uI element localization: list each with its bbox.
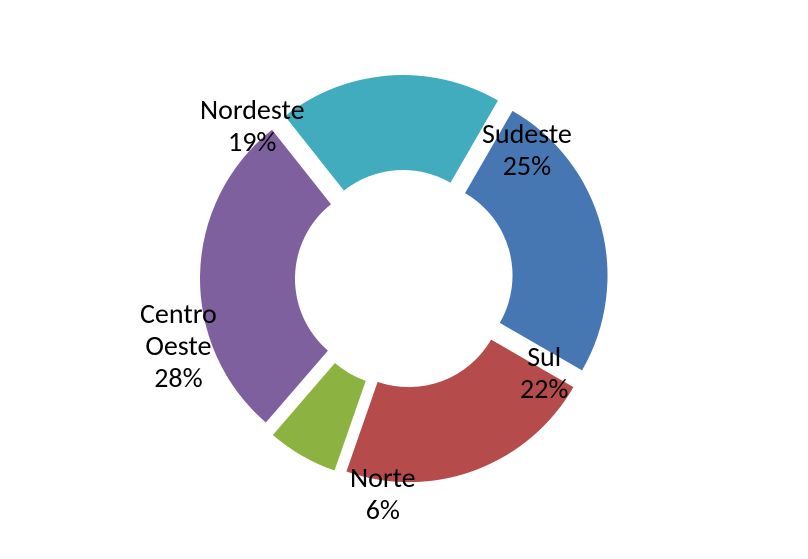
- slice-sul: [346, 340, 573, 483]
- slice-sudeste: [465, 111, 608, 371]
- donut-svg: [0, 0, 808, 559]
- donut-chart: Sudeste25%Sul22%Norte6%CentroOeste28%Nor…: [0, 0, 808, 559]
- slice-nordeste: [285, 75, 498, 191]
- slice-centro-oeste: [200, 130, 331, 423]
